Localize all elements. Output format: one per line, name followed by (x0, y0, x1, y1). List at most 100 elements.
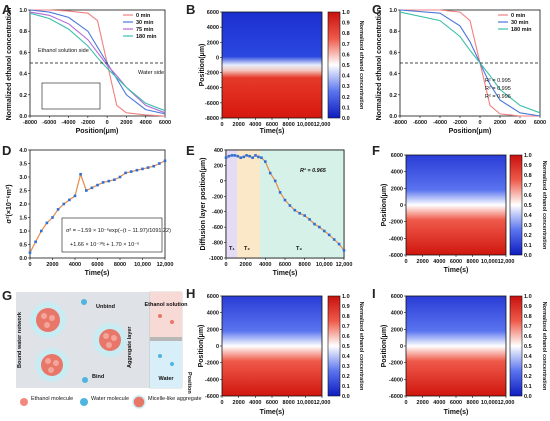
axis-ticks-b: 0 2000 4000 6000 8000 10,000 12,000 6000 4000 200… (205, 10, 351, 128)
xtick-label: 8000 (283, 400, 295, 406)
cbar-tick: 1.0 (524, 153, 532, 159)
panel-label-a: A (2, 2, 12, 17)
cbar-tick: 0.3 (524, 364, 532, 370)
xtick-label: 6000 (450, 400, 462, 406)
ytick-label: 6000 (391, 153, 403, 159)
micelle-aggregate-1 (30, 302, 66, 338)
annot-water-side: Water side (138, 70, 164, 76)
scatter-point (45, 221, 49, 225)
panel-i: I 0 2000 4000 6000 8000 10,000 12,000 6000 4000 2… (372, 286, 547, 416)
ytick-label: 0.4 (389, 72, 398, 78)
region-t2 (237, 150, 260, 258)
xtick-label: 12,000 (314, 122, 331, 128)
xtick-label: 4000 (249, 400, 261, 406)
legend-water-icon (80, 398, 88, 406)
xtick-label: 4000 (259, 262, 271, 268)
ytick-label: 4.0 (19, 148, 27, 154)
cbar-tick: 0.1 (524, 243, 532, 249)
cbar-tick: 0.6 (524, 334, 532, 340)
xtick-label: 4000 (514, 120, 526, 126)
xtick-label: 2000 (233, 400, 245, 406)
cbar-tick: 0.3 (342, 364, 350, 370)
xtick-label: 10,000 (134, 262, 151, 268)
cbar-tick: 0.8 (524, 314, 532, 320)
xtick-label: -2000 (453, 120, 467, 126)
legend-micelle-label: Micelle-like aggregate (148, 396, 202, 402)
ethanol-solution-label: Ethanol solution (144, 302, 188, 308)
panel-a: A -8000 -6000 -4000 -2000 0 2000 4000 6000 0.0 0.… (2, 2, 171, 135)
cbar-tick: 0.1 (524, 384, 532, 390)
axis-ticks-c: -8000 -6000 -4000 -2000 0 2000 4000 6000 0.0 0.2 0… (389, 8, 546, 126)
scatter-point (313, 222, 316, 226)
legend-ethanol-label: Ethanol molecule (31, 396, 73, 402)
scatter-point (107, 179, 111, 183)
xtick-label: 0 (220, 122, 223, 128)
unbind-label: Unbind (96, 304, 115, 310)
equation-box-d (61, 217, 163, 253)
cbar-label-f: Normalized ethanol concentration (541, 161, 547, 250)
scatter-point (251, 156, 254, 159)
equation-d-line2: +1.66 × 10⁻¹⁰t + 1.70 × 10⁻⁶ (70, 241, 139, 248)
xtick-label: 0 (106, 120, 109, 126)
colorbar-f (509, 154, 523, 256)
ylabel-f: Position(μm) (381, 184, 388, 227)
scatter-point (264, 160, 267, 163)
scatter-point (224, 156, 228, 159)
xtick-label: 0 (220, 400, 223, 406)
xtick-label: 8000 (467, 400, 479, 406)
xlabel-d: Time(s) (85, 270, 110, 277)
cbar-tick: 0.4 (524, 213, 533, 219)
label-t1: T₁ (229, 246, 235, 252)
cbar-tick: 1.0 (342, 10, 350, 16)
ytick-label: 0 (220, 179, 223, 185)
scatter-point (90, 186, 94, 190)
ytick-label: 0.6 (389, 50, 397, 56)
position-label: Position (186, 372, 192, 394)
scatter-point (268, 171, 272, 175)
scatter-point (254, 154, 257, 157)
ytick-label: 2.0 (19, 202, 27, 208)
scatter-point (51, 216, 54, 219)
legend-water-label: Water molecule (91, 396, 129, 402)
cbar-tick: 0.7 (524, 183, 532, 189)
legend-label: 180 min (136, 34, 157, 40)
cbar-tick: 0.3 (524, 223, 532, 229)
legend-label: 0 min (511, 13, 526, 19)
cbar-tick: 1.0 (342, 294, 350, 300)
ytick-label: -1000 (209, 256, 223, 262)
xtick-label: -6000 (413, 120, 427, 126)
r2-c-2: R² = 0.996 (485, 94, 511, 100)
scatter-point (40, 229, 43, 233)
ytick-label: 400 (214, 148, 223, 154)
scatter-point (158, 162, 161, 165)
xtick-label: -4000 (62, 120, 76, 126)
xtick-label: -8000 (393, 120, 407, 126)
ytick-label: 0.8 (389, 29, 397, 35)
xlabel-i: Time(s) (444, 409, 469, 416)
cbar-tick: 0.9 (524, 163, 532, 169)
ytick-label: -2000 (389, 220, 403, 226)
cbar-tick: 0.4 (342, 74, 351, 80)
annot-ethanol-side: Ethanol solution side (38, 48, 89, 54)
axis-ticks-d: 0 2000 4000 6000 8000 10,000 12,000 0.0 0.5 1.0 1.… (19, 148, 173, 268)
scatter-point (283, 198, 287, 202)
ytick-label: -2000 (205, 71, 219, 77)
ethanol-region (150, 292, 182, 337)
panel-label-c: C (372, 2, 382, 17)
xlabel-a: Position(μm) (76, 128, 119, 135)
cbar-tick: 0.9 (342, 304, 350, 310)
ytick-label: 0.6 (19, 50, 27, 56)
ytick-label: -800 (212, 241, 223, 247)
ytick-label: -2000 (205, 361, 219, 367)
region-t3 (260, 150, 344, 258)
micelle-aggregate-2 (93, 323, 127, 357)
ytick-label: 6000 (207, 294, 219, 300)
cbar-tick: 0.8 (342, 314, 350, 320)
ytick-label: -4000 (205, 86, 219, 92)
panel-f: F 0 2000 4000 6000 8000 10,000 12,000 6000 4000 2… (372, 143, 547, 274)
region-t1 (226, 150, 237, 258)
xtick-label: 0 (404, 400, 407, 406)
scatter-point (34, 240, 37, 244)
cbar-tick: 0.1 (342, 384, 350, 390)
